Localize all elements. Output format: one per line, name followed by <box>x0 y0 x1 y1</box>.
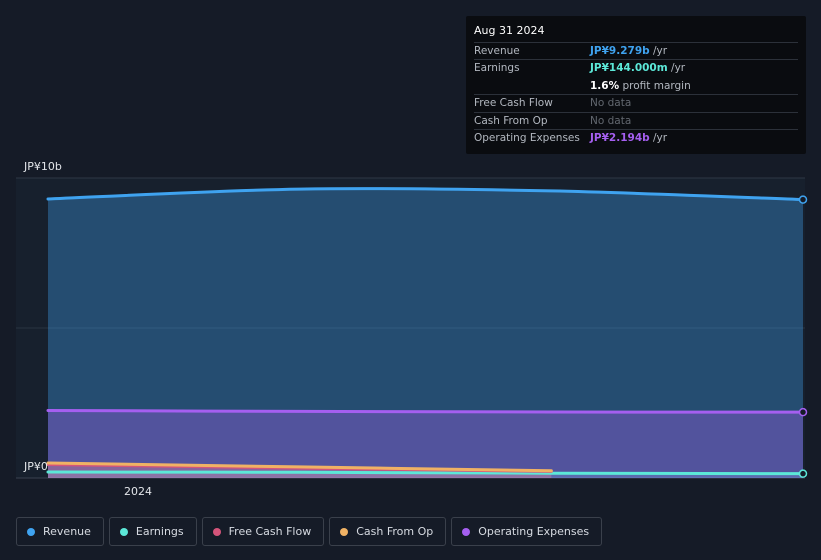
legend-item-free-cash-flow[interactable]: Free Cash Flow <box>201 517 325 546</box>
legend-dot-icon <box>212 527 221 536</box>
legend-label: Cash From Op <box>356 525 434 538</box>
area-operating-expenses <box>48 410 803 478</box>
end-marker-revenue <box>798 195 808 204</box>
tooltip-panel: Aug 31 2024 Revenue JP¥9.279b /yr Earnin… <box>466 16 806 154</box>
y-tick-label-top: JP¥10b <box>23 160 62 173</box>
tooltip-value-cash-from-op: No data <box>590 114 632 127</box>
tooltip-label: Earnings <box>474 62 520 75</box>
line-operating-expenses <box>46 409 805 414</box>
plot-background <box>16 177 805 479</box>
tooltip-unit: /yr <box>652 131 668 144</box>
line-revenue <box>46 187 805 202</box>
tooltip-value-wrap: JP¥2.194b /yr <box>590 130 798 147</box>
end-marker-earnings <box>798 469 808 478</box>
tooltip-label: Cash From Op <box>474 114 548 127</box>
end-marker-operating-expenses <box>798 407 808 417</box>
legend-dot-icon <box>119 527 128 536</box>
tooltip-value-wrap: 1.6% profit margin <box>590 78 798 94</box>
tooltip-unit: profit margin <box>622 79 691 92</box>
tooltip-label: Operating Expenses <box>474 131 580 144</box>
tooltip-value-operating-expenses: JP¥2.194b <box>590 131 650 144</box>
tooltip-value-wrap: JP¥144.000m /yr <box>590 60 798 77</box>
legend-label: Earnings <box>135 525 184 538</box>
tooltip-value-earnings: JP¥144.000m <box>590 62 668 75</box>
tooltip-row-free-cash-flow: Free Cash Flow No data <box>474 95 798 113</box>
tooltip-value-revenue: JP¥9.279b <box>590 45 650 57</box>
tooltip-unit: /yr <box>671 62 686 75</box>
line-cash-from-op <box>46 461 553 473</box>
legend-dot-icon <box>340 527 349 536</box>
legend-dot-icon <box>27 527 35 536</box>
tooltip-row-revenue: Revenue JP¥9.279b /yr <box>474 43 798 61</box>
area-layer <box>48 188 803 478</box>
tooltip-row-earnings: Earnings JP¥144.000m /yr <box>474 60 798 77</box>
legend-label: Free Cash Flow <box>228 525 312 538</box>
legend-label: Revenue <box>43 525 91 538</box>
tooltip-label: Revenue <box>474 45 520 57</box>
legend-label: Operating Expenses <box>478 525 590 538</box>
legend-item-revenue[interactable]: Revenue <box>16 517 104 546</box>
tooltip-value-free-cash-flow: No data <box>590 97 632 110</box>
tooltip-label <box>474 78 590 94</box>
marker-layer <box>798 195 808 478</box>
legend-item-operating-expenses[interactable]: Operating Expenses <box>451 517 603 546</box>
area-revenue <box>48 188 803 478</box>
legend-item-earnings[interactable]: Earnings <box>108 517 197 546</box>
tooltip-row-cash-from-op: Cash From Op No data <box>474 113 798 130</box>
tooltip-row-operating-expenses: Operating Expenses JP¥2.194b /yr <box>474 130 798 147</box>
legend: Revenue Earnings Free Cash Flow Cash Fro… <box>16 517 603 546</box>
line-layer <box>46 187 805 476</box>
tooltip-value-wrap: JP¥9.279b /yr <box>590 43 798 59</box>
tooltip-date: Aug 31 2024 <box>474 24 798 43</box>
y-tick-label-zero: JP¥0 <box>23 460 48 473</box>
tooltip-row-margin: 1.6% profit margin <box>474 78 798 96</box>
legend-dot-icon <box>462 527 471 536</box>
tooltip-label: Free Cash Flow <box>474 97 553 110</box>
line-earnings <box>46 470 805 476</box>
tooltip-unit: /yr <box>652 45 668 57</box>
x-tick-label-2024: 2024 <box>124 485 152 498</box>
legend-item-cash-from-op[interactable]: Cash From Op <box>329 517 447 546</box>
tooltip-value-margin: 1.6% <box>590 79 620 92</box>
